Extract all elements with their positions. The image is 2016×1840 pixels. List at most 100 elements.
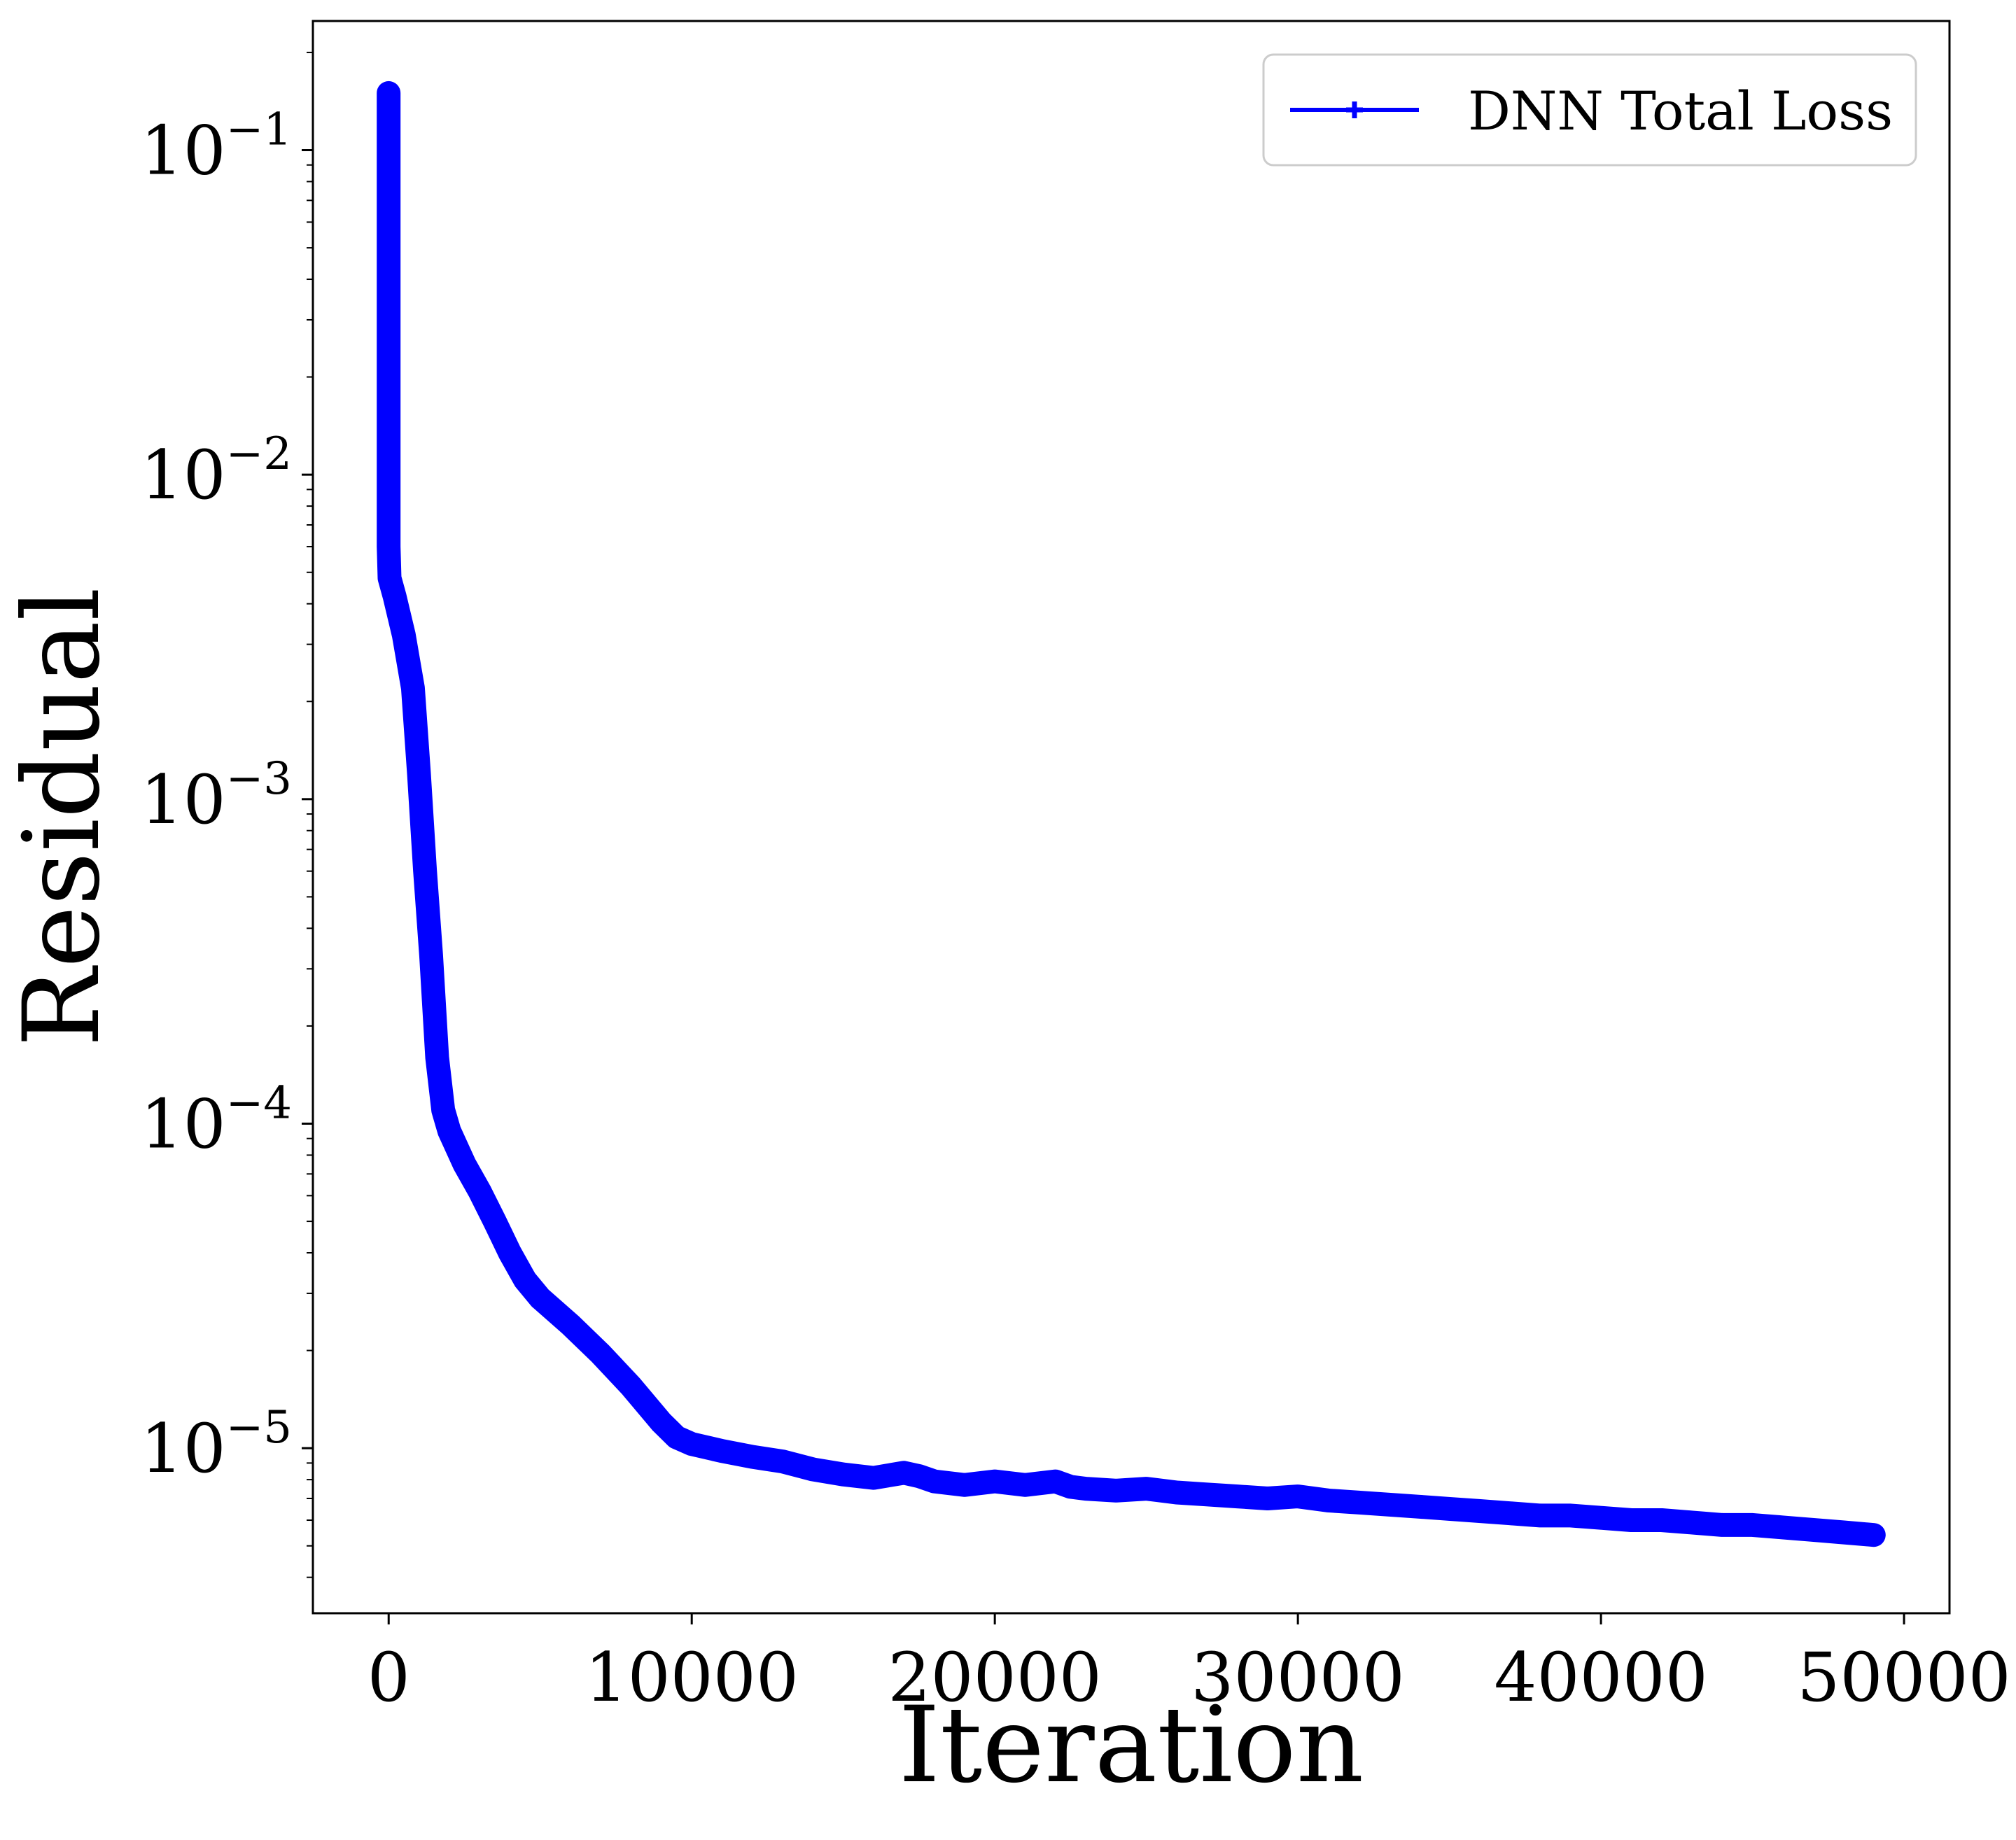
- y-tick-exponent: −2: [226, 428, 292, 480]
- series-marker: [1714, 1517, 1730, 1533]
- series-marker: [1078, 1481, 1094, 1497]
- series-marker: [835, 1466, 851, 1482]
- series-marker: [381, 311, 397, 328]
- series-marker: [396, 627, 412, 643]
- series-marker: [1350, 1494, 1366, 1510]
- series-marker: [1835, 1524, 1851, 1540]
- series-marker: [805, 1461, 821, 1477]
- series-marker: [987, 1473, 1003, 1489]
- series-marker: [1774, 1519, 1791, 1536]
- series-marker: [1168, 1484, 1184, 1501]
- series-marker: [382, 570, 398, 586]
- y-tick-exponent: −5: [226, 1402, 292, 1454]
- y-tick-label: 10−4: [141, 1077, 293, 1163]
- x-axis-label: Iteration: [899, 1685, 1364, 1806]
- series-marker: [1684, 1515, 1700, 1531]
- series-marker: [1108, 1482, 1124, 1498]
- series-marker: [775, 1454, 791, 1470]
- series-marker: [956, 1477, 972, 1493]
- series-marker: [668, 1429, 685, 1445]
- series-marker: [1593, 1510, 1609, 1526]
- series-marker: [623, 1378, 639, 1394]
- series-marker: [1047, 1473, 1063, 1489]
- series-marker: [1259, 1490, 1275, 1506]
- series-marker: [411, 766, 427, 782]
- x-tick-label: 40000: [1494, 1638, 1707, 1717]
- y-tick-label: 10−1: [141, 104, 293, 190]
- series-marker: [1744, 1517, 1760, 1533]
- series-marker: [502, 1245, 518, 1261]
- y-tick-exponent: −3: [226, 753, 292, 805]
- series-marker: [1229, 1489, 1245, 1505]
- legend-box: [1262, 53, 1917, 167]
- series-marker: [532, 1290, 548, 1306]
- series-marker: [1290, 1489, 1306, 1505]
- y-tick-exponent: −4: [226, 1077, 292, 1129]
- y-tick-base: 10: [141, 436, 226, 514]
- series-marker: [896, 1465, 912, 1481]
- series-marker: [472, 1183, 488, 1199]
- series-marker: [593, 1346, 609, 1362]
- series-marker: [456, 1156, 472, 1172]
- series-marker: [429, 1049, 445, 1065]
- series-marker: [1532, 1508, 1548, 1524]
- series-marker: [1199, 1487, 1215, 1503]
- y-tick-label: 10−3: [141, 753, 293, 839]
- series-group: [377, 80, 1886, 1547]
- series-marker: [423, 948, 439, 964]
- series-marker: [1441, 1501, 1457, 1517]
- axes: 0 10000 20000 30000 40000 5000010−510−410−310…: [1, 20, 2011, 1806]
- series-marker: [653, 1414, 669, 1431]
- series-marker: [381, 409, 397, 426]
- series-marker: [1017, 1477, 1033, 1493]
- series-marker: [865, 1470, 881, 1486]
- series-marker: [381, 174, 397, 190]
- series-marker: [381, 539, 397, 555]
- series-marker: [1865, 1527, 1882, 1543]
- series-marker: [1502, 1505, 1518, 1522]
- x-tick-label: 30000: [1191, 1638, 1404, 1717]
- series-marker: [1653, 1512, 1670, 1529]
- x-tick-label: 50000: [1797, 1638, 2010, 1717]
- series-marker: [714, 1443, 730, 1459]
- y-tick-label: 10−5: [141, 1402, 293, 1488]
- series-marker: [744, 1449, 760, 1465]
- series-marker: [441, 1123, 457, 1139]
- series-marker: [1623, 1512, 1639, 1529]
- series-marker: [417, 863, 433, 879]
- series-marker: [1320, 1492, 1336, 1508]
- series-marker: [926, 1473, 942, 1489]
- series-marker: [381, 85, 397, 101]
- series-marker: [381, 498, 397, 514]
- series-marker: [435, 1102, 451, 1118]
- y-tick-base: 10: [141, 112, 226, 190]
- series-marker: [1471, 1503, 1488, 1519]
- series-marker: [405, 680, 421, 696]
- series-marker: [684, 1436, 700, 1452]
- y-tick-exponent: −1: [226, 104, 292, 156]
- plot-area: [377, 80, 1886, 1547]
- y-tick-base: 10: [141, 1085, 226, 1163]
- legend: DNN Total Loss: [1262, 53, 1917, 167]
- series-marker: [1381, 1496, 1397, 1512]
- y-tick-base: 10: [141, 1410, 226, 1488]
- series-marker: [911, 1468, 927, 1484]
- legend-marker: [1346, 101, 1363, 118]
- plot-frame: [312, 20, 1951, 1615]
- series-marker: [1138, 1481, 1154, 1497]
- series-marker: [1562, 1508, 1578, 1524]
- series-marker: [1411, 1498, 1427, 1515]
- x-tick-label: 10000: [585, 1638, 799, 1717]
- series-marker: [486, 1214, 503, 1230]
- series-marker: [1805, 1522, 1821, 1538]
- y-tick-label: 10−2: [141, 428, 293, 514]
- legend-label: DNN Total Loss: [1468, 80, 1893, 142]
- series-marker: [1063, 1479, 1079, 1495]
- series-marker: [563, 1316, 579, 1333]
- series-marker: [386, 589, 402, 605]
- x-tick-label: 20000: [888, 1638, 1101, 1717]
- y-axis-label: Residual: [1, 587, 123, 1047]
- y-tick-base: 10: [141, 761, 226, 839]
